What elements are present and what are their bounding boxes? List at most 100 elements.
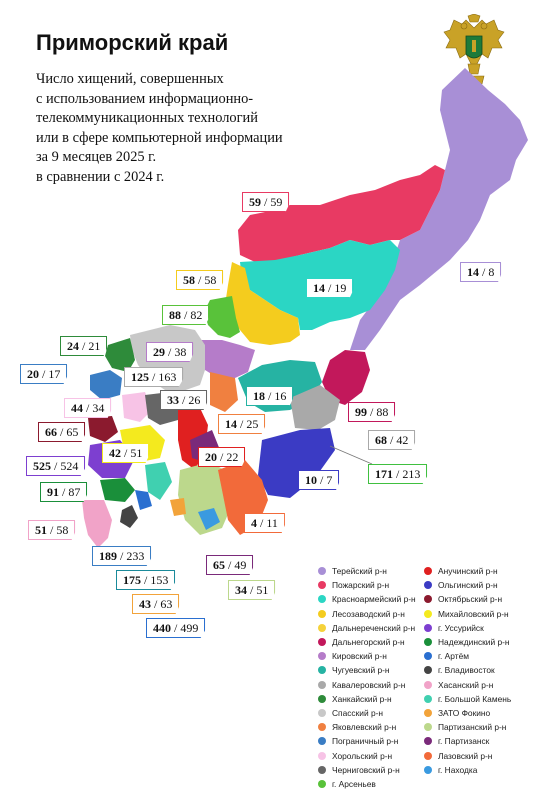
separator: / — [165, 345, 175, 359]
value-label-kaval: 68 / 42 — [368, 430, 416, 450]
legend-label: г. Арсеньев — [332, 779, 376, 789]
legend-item: Дальнереченский р-н — [318, 623, 415, 633]
current-value: 14 — [225, 417, 237, 431]
separator: / — [151, 597, 161, 611]
region-pozharsky — [238, 165, 445, 262]
previous-value: 213 — [402, 467, 421, 481]
separator: / — [59, 485, 69, 499]
legend-swatch — [424, 737, 432, 746]
region-olginsky — [258, 428, 335, 498]
previous-value: 22 — [226, 450, 239, 464]
legend-item: г. Арсеньев — [318, 779, 376, 789]
previous-value: 58 — [204, 273, 217, 287]
legend-swatch — [424, 609, 432, 618]
legend-item: Хасанский р-н — [424, 680, 493, 690]
legend-swatch — [424, 765, 432, 774]
previous-value: 499 — [180, 621, 199, 635]
value-label-bkamen: 171 / 213 — [368, 464, 428, 484]
legend-swatch — [318, 751, 326, 760]
current-value: 44 — [71, 401, 83, 415]
legend-swatch — [424, 680, 432, 689]
map-subtitle: Число хищений, совершенных с использован… — [36, 70, 346, 187]
legend-item: г. Находка — [424, 765, 477, 775]
legend-swatch — [318, 581, 326, 590]
region-pogranichny — [90, 370, 122, 400]
current-value: 14 — [467, 265, 479, 279]
region-kavalerovsky — [290, 385, 340, 430]
region-vladivostok — [120, 505, 138, 528]
value-label-dalnerech: 88 / 82 — [162, 305, 210, 325]
legend-item: Красноармейский р-н — [318, 594, 416, 604]
value-label-pogran: 20 / 17 — [20, 364, 68, 384]
current-value: 175 — [123, 573, 141, 587]
legend-label: Лазовский р-н — [438, 750, 493, 761]
legend-item: г. Владивосток — [424, 665, 495, 675]
separator: / — [121, 446, 131, 460]
legend-item: Черниговский р-н — [318, 765, 400, 775]
region-artem — [135, 490, 152, 510]
legend-label: ЗАТО Фокино — [438, 708, 491, 718]
value-label-spassk: 125 / 163 — [124, 367, 184, 387]
previous-value: 524 — [60, 459, 79, 473]
previous-value: 42 — [396, 433, 409, 447]
legend-item: Ольгинский р-н — [424, 580, 498, 590]
region-khasansky — [82, 500, 112, 548]
value-label-khank: 24 / 21 — [60, 336, 108, 356]
region-nadezhdinsky — [100, 478, 135, 502]
legend-label: г. Уссурийск — [438, 622, 484, 633]
legend-label: Анучинский р-н — [438, 566, 498, 576]
region-dalnegorsk — [322, 350, 370, 405]
value-label-partizansk: 65 / 49 — [206, 555, 254, 575]
legend-item: Спасский р-н — [318, 708, 383, 718]
legend-item: Хорольский р-н — [318, 751, 392, 761]
value-label-oktyabr: 66 / 65 — [38, 422, 86, 442]
legend-swatch — [318, 680, 326, 689]
legend-item: Октябрьский р-н — [424, 594, 502, 604]
legend-item: г. Артём — [424, 651, 469, 661]
subtitle-line: с использованием информационно- — [36, 90, 254, 107]
legend-item: Чугуевский р-н — [318, 665, 390, 675]
separator: / — [171, 621, 181, 635]
legend-label: г. Большой Камень — [438, 693, 512, 704]
previous-value: 87 — [68, 485, 81, 499]
legend-label: Пожарский р-н — [332, 580, 390, 591]
legend-label: Яковлевский р-н — [332, 722, 397, 733]
legend-item: Пограничный р-н — [318, 736, 398, 746]
separator: / — [237, 417, 247, 431]
value-label-ussur: 525 / 524 — [26, 456, 86, 476]
value-label-anuch: 20 / 22 — [198, 447, 246, 467]
value-label-dalnegorsk: 99 / 88 — [348, 402, 396, 422]
legend-swatch — [424, 567, 432, 575]
region-kirovsky — [200, 340, 255, 378]
value-label-mikh: 42 / 51 — [102, 443, 150, 463]
legend-swatch — [318, 652, 326, 661]
legend-item: г. Уссурийск — [424, 623, 484, 633]
current-value: 189 — [99, 549, 117, 563]
separator: / — [39, 367, 49, 381]
legend-swatch — [424, 595, 432, 604]
region-khankaysky — [105, 338, 135, 372]
current-value: 18 — [253, 389, 265, 403]
previous-value: 51 — [256, 583, 269, 597]
value-label-terney2: 14 / 8 — [460, 262, 502, 282]
previous-value: 34 — [92, 401, 105, 415]
previous-value: 11 — [266, 516, 278, 530]
legend-swatch — [424, 638, 432, 646]
value-label-khasan: 51 / 58 — [28, 520, 76, 540]
legend-item: Яковлевский р-н — [318, 722, 396, 732]
region-terney — [350, 68, 528, 350]
value-label-lesozav: 58 / 58 — [176, 270, 224, 290]
legend-item: Надеждинский р-н — [424, 637, 510, 647]
region-oktyabrsky — [88, 416, 118, 442]
separator: / — [51, 459, 61, 473]
previous-value: 7 — [326, 473, 333, 487]
legend-swatch — [424, 694, 432, 703]
separator: / — [265, 389, 275, 403]
region-nakhodka — [198, 508, 220, 530]
double-headed-eagle-emblem-icon — [443, 14, 505, 85]
legend-swatch — [424, 652, 432, 661]
legend-swatch — [424, 709, 432, 717]
legend-label: Пограничный р-н — [332, 736, 399, 747]
separator: / — [479, 265, 489, 279]
previous-value: 51 — [130, 446, 143, 460]
